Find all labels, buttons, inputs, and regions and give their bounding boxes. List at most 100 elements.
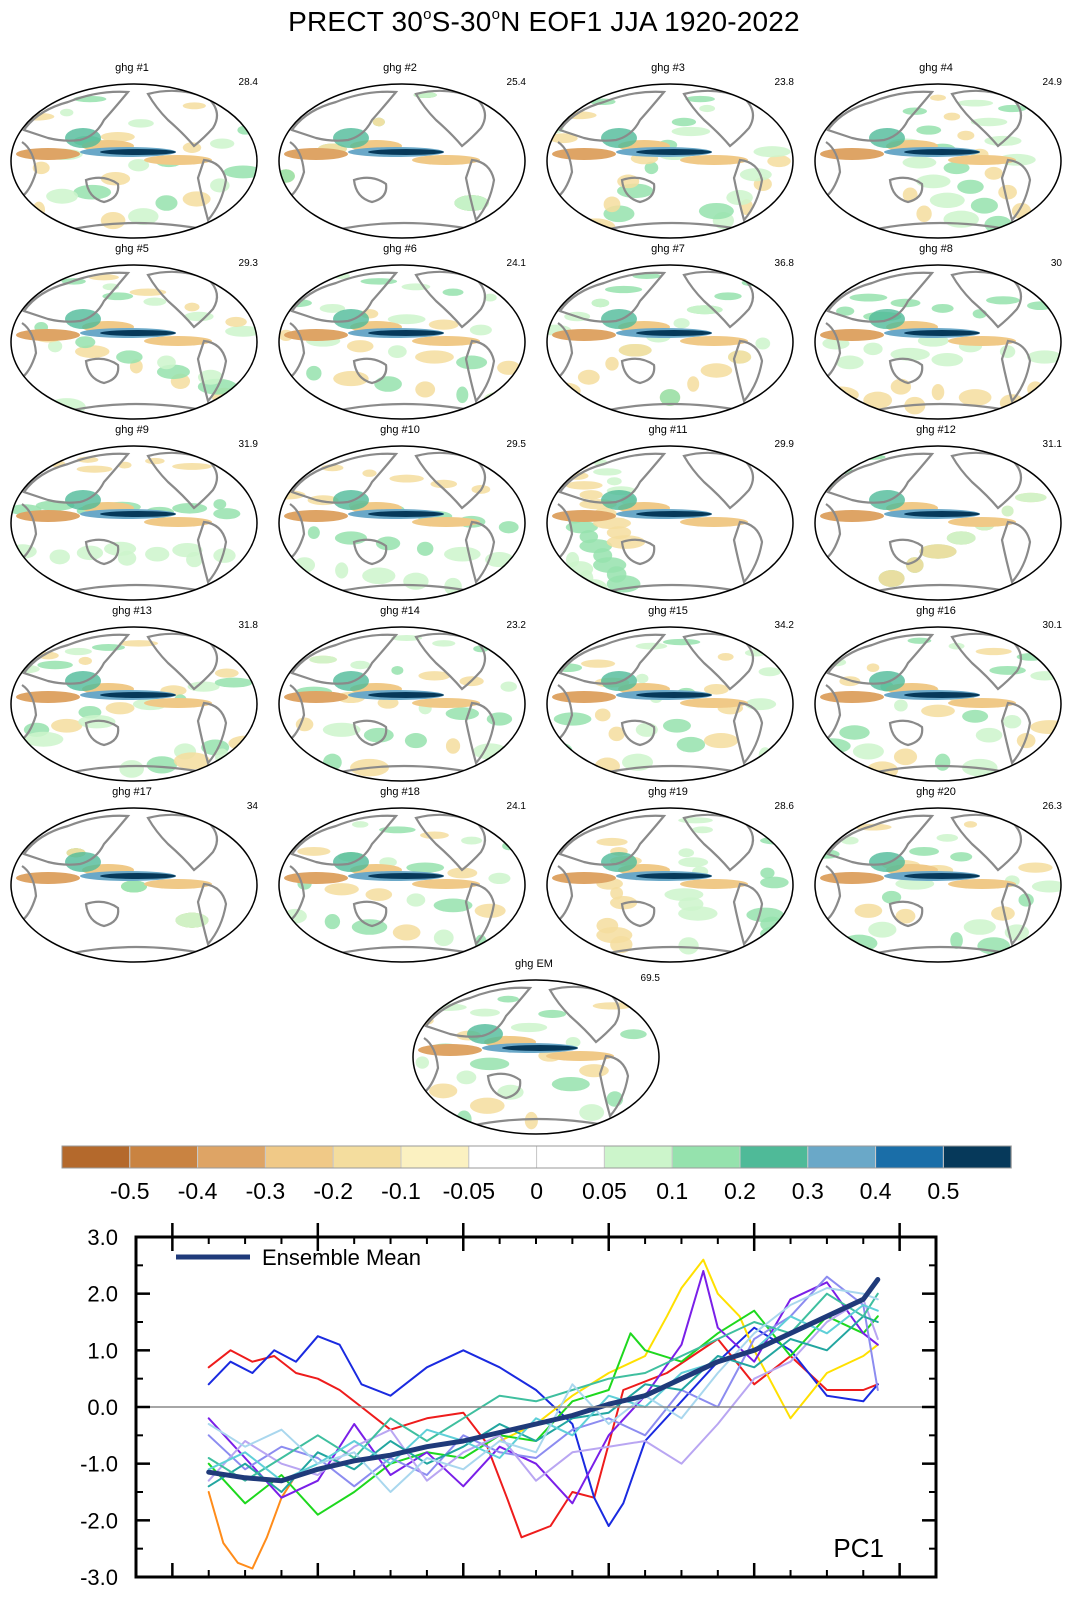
precip-blob <box>11 455 33 462</box>
precip-blob <box>676 736 706 753</box>
australia-outline <box>620 357 656 385</box>
precip-blob <box>703 684 729 695</box>
precip-blob <box>849 293 888 302</box>
indian-ocean-anomaly <box>552 329 616 341</box>
africa-outline <box>823 322 842 380</box>
eof-map-panel: ghg #8 30 <box>812 243 1070 421</box>
precip-blob <box>579 490 603 500</box>
precip-blob <box>391 635 423 641</box>
precip-blob <box>692 826 713 834</box>
eurasia-outline <box>826 814 935 866</box>
precip-blob <box>225 316 247 327</box>
eof-map-panel: ghg #1 28.4 <box>8 62 266 240</box>
explained-variance: 30 <box>1050 258 1062 269</box>
eurasia-outline <box>826 633 935 685</box>
south-america-outline <box>1000 520 1032 585</box>
precip-blob <box>186 552 203 568</box>
precip-blob <box>415 350 454 364</box>
eurasia-outline <box>558 271 667 323</box>
legend: Ensemble Mean <box>176 1245 421 1270</box>
precip-blob <box>635 642 668 650</box>
indian-ocean-anomaly <box>552 872 616 884</box>
precip-blob <box>744 698 777 711</box>
explained-variance: 30.1 <box>1042 620 1062 631</box>
precip-blob <box>1031 880 1061 893</box>
precip-blob <box>12 816 24 822</box>
antarctica-outline <box>335 221 477 232</box>
precip-blob <box>403 572 429 590</box>
legend-label: Ensemble Mean <box>262 1245 421 1270</box>
precip-blob <box>48 340 63 353</box>
precip-blob <box>100 131 135 142</box>
precip-blob <box>116 350 143 364</box>
pacific-core <box>636 511 712 517</box>
precip-blob <box>618 343 652 357</box>
east-pacific-anomaly <box>144 698 212 708</box>
precip-blob <box>155 195 178 211</box>
precip-blob <box>553 712 592 726</box>
africa-outline <box>19 684 38 742</box>
pacific-core <box>904 511 980 517</box>
east-pacific-anomaly <box>948 517 1016 527</box>
africa-outline <box>19 322 38 380</box>
map-panel-title: ghg #6 <box>383 243 417 255</box>
precip-blob <box>324 914 341 930</box>
precip-blob <box>943 112 961 121</box>
precip-blob <box>635 673 649 684</box>
eurasia-outline <box>826 271 935 323</box>
map-border <box>10 445 258 601</box>
world-map <box>814 445 1062 601</box>
precip-blob <box>610 886 624 900</box>
africa-outline <box>555 684 574 742</box>
east-pacific-anomaly <box>948 698 1016 708</box>
colorbar-swatch <box>468 1145 538 1169</box>
map-panel-title: ghg #20 <box>916 786 956 798</box>
explained-variance: 29.5 <box>506 439 526 450</box>
explained-variance: 23.2 <box>506 620 526 631</box>
eurasia-outline <box>22 271 131 323</box>
precip-blob <box>173 752 211 770</box>
explained-variance: 31.8 <box>238 620 258 631</box>
pacific-core <box>368 149 444 155</box>
precip-blob <box>433 898 473 913</box>
precip-blob <box>213 508 241 520</box>
eurasia-outline <box>22 452 131 504</box>
precip-blob <box>946 531 976 545</box>
south-america-outline <box>1000 158 1032 223</box>
eof-map-panel: ghg #9 31.9 <box>8 424 266 602</box>
precip-blob <box>963 821 978 828</box>
precip-blob <box>1040 399 1058 418</box>
precip-blob <box>717 653 734 661</box>
precip-blob <box>75 336 96 349</box>
precip-blob <box>100 211 126 230</box>
precip-blob <box>447 867 478 879</box>
indian-ocean-anomaly <box>820 329 884 341</box>
map-panel-title: ghg #19 <box>648 786 688 798</box>
antarctica-outline <box>603 221 745 232</box>
precip-blob <box>442 288 464 296</box>
colorbar-swatch <box>807 1145 877 1169</box>
pacific-core <box>100 330 176 336</box>
explained-variance: 26.3 <box>1042 801 1062 812</box>
eof-map-panel: ghg #13 31.8 <box>8 605 266 783</box>
map-panel-title: ghg #4 <box>919 62 953 74</box>
y-tick-label: -1.0 <box>80 1452 118 1477</box>
precip-blob <box>755 395 793 413</box>
precip-blob <box>197 369 224 385</box>
pacific-core <box>368 692 444 698</box>
precip-blob <box>388 345 407 358</box>
colorbar-tick-label: -0.2 <box>313 1178 353 1204</box>
south-america-outline <box>1000 882 1032 947</box>
precip-blob <box>902 156 937 169</box>
antarctica-outline <box>603 764 745 775</box>
east-pacific-anomaly <box>144 879 212 889</box>
precip-blob <box>962 709 989 723</box>
map-border <box>546 83 794 239</box>
precip-blob <box>365 888 393 901</box>
precip-blob <box>936 834 959 842</box>
precip-blob <box>121 880 147 893</box>
pacific-core <box>100 149 176 155</box>
east-pacific-anomaly <box>680 879 748 889</box>
south-america-outline <box>196 520 228 585</box>
precip-blob <box>957 130 975 141</box>
